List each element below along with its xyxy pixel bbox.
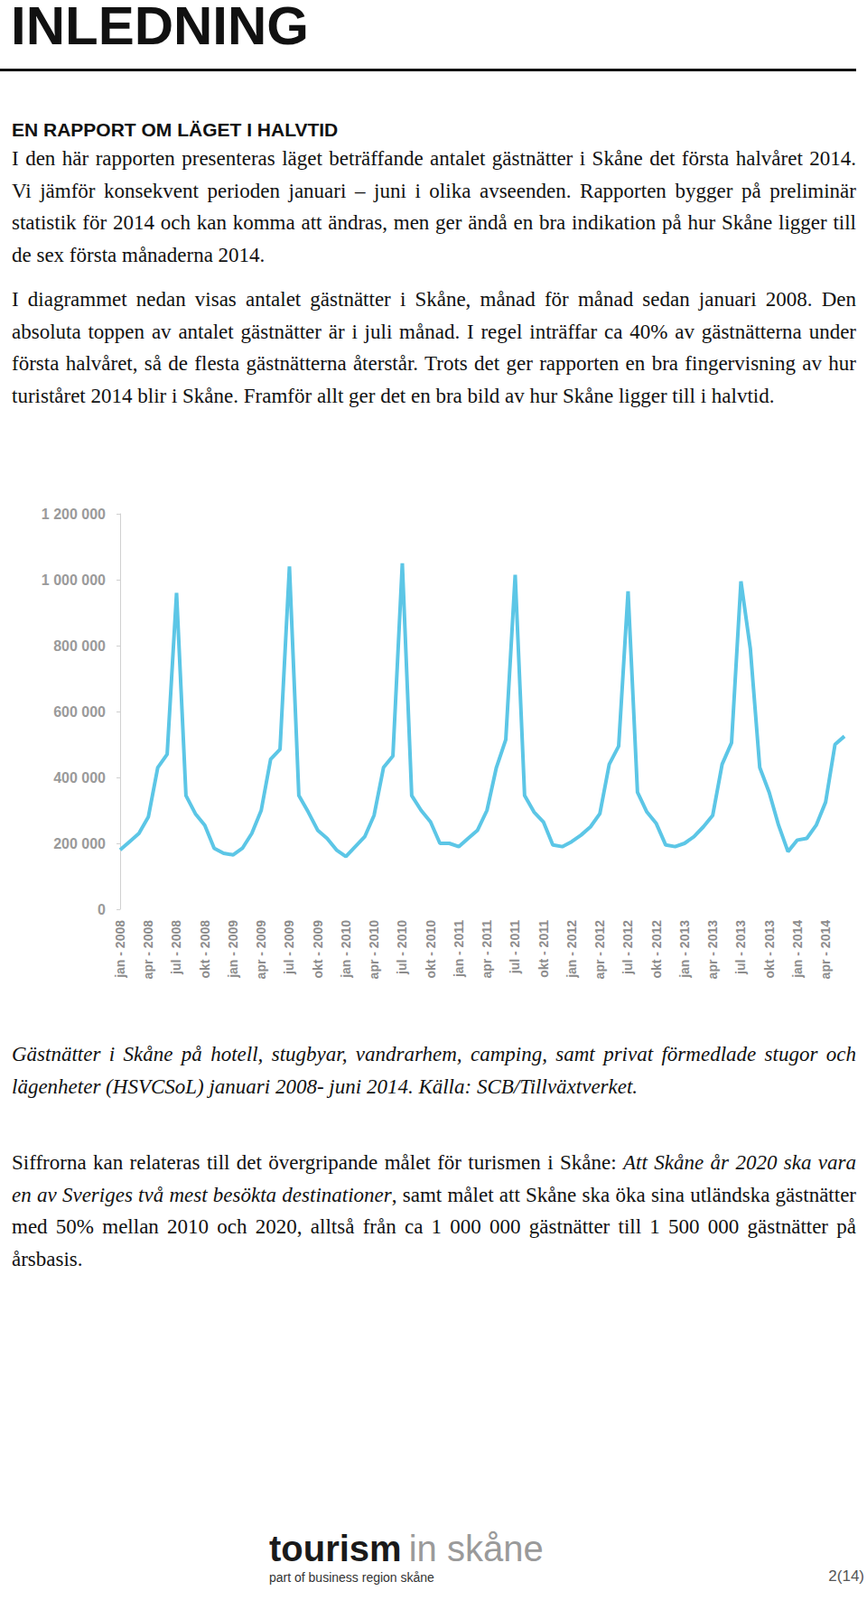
html-text:Gästnätter i Skåne på hotell,: Gästnätter i Skåne på hotell, stugbyar, … [11,1043,857,1098]
svg-text:jan - 2011: jan - 2011 [451,920,467,979]
svg-text:jul - 2012: jul - 2012 [620,920,635,976]
svg-text:400 000: 400 000 [53,770,106,786]
svg-text:jan - 2013: jan - 2013 [677,920,692,979]
svg-text:apr - 2011: apr - 2011 [479,920,495,979]
svg-text:jan - 2009: jan - 2009 [225,920,241,979]
svg-text:jul - 2011: jul - 2011 [507,920,523,975]
svg-text:800 000: 800 000 [53,638,106,654]
svg-text:jul - 2008: jul - 2008 [168,920,184,976]
html-text:part of business region skåne: part of business region skåne [269,1570,435,1585]
svg-text:apr - 2010: apr - 2010 [366,920,382,980]
svg-text:0: 0 [97,902,106,918]
html-text:2(14): 2(14) [828,1567,865,1585]
svg-text:okt - 2010: okt - 2010 [423,920,439,979]
html-text:Siffrorna kan relateras till d: Siffrorna kan relateras till det övergri… [11,1151,857,1271]
svg-text:apr - 2008: apr - 2008 [140,920,156,980]
svg-text:okt - 2008: okt - 2008 [197,920,213,979]
svg-text:apr - 2012: apr - 2012 [592,920,607,980]
svg-text:apr - 2009: apr - 2009 [253,920,269,980]
svg-text:jul - 2010: jul - 2010 [394,920,410,976]
svg-text:600 000: 600 000 [53,704,106,720]
svg-text:200 000: 200 000 [53,836,106,852]
html-text:I diagrammet nedan visas antal: I diagrammet nedan visas antalet gästnät… [11,288,857,407]
svg-text:okt - 2011: okt - 2011 [536,920,551,979]
svg-text:jul - 2013: jul - 2013 [733,920,748,976]
html-text:I den här rapporten presentera: I den här rapporten presenteras läget be… [11,147,857,266]
svg-text:1 000 000: 1 000 000 [41,572,106,588]
svg-text:1 200 000: 1 200 000 [41,506,106,523]
html-text:tourism in skåne: tourism in skåne [269,1528,544,1569]
svg-text:apr - 2013: apr - 2013 [705,920,720,980]
svg-text:jan - 2008: jan - 2008 [112,920,128,979]
svg-text:jul - 2009: jul - 2009 [281,920,297,976]
svg-text:okt - 2009: okt - 2009 [310,920,326,979]
svg-text:apr - 2014: apr - 2014 [818,920,833,980]
svg-text:okt - 2013: okt - 2013 [762,920,777,979]
svg-text:jan - 2014: jan - 2014 [790,920,805,979]
svg-text:jan - 2010: jan - 2010 [338,920,354,979]
svg-text:jan - 2012: jan - 2012 [564,920,579,979]
html-text:EN RAPPORT OM LÄGET I HALVTID: EN RAPPORT OM LÄGET I HALVTID [11,119,339,140]
svg-text:okt - 2012: okt - 2012 [649,920,664,979]
